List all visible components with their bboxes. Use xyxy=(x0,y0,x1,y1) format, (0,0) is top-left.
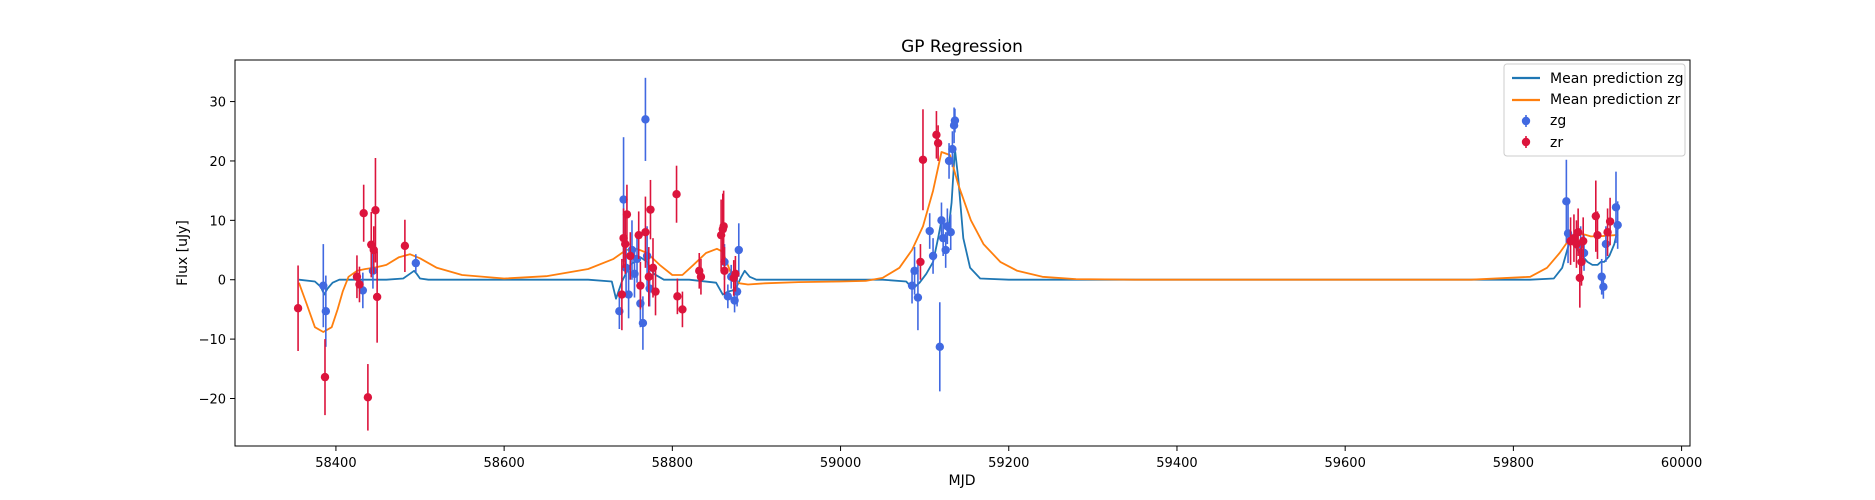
x-tick-label: 59800 xyxy=(1493,456,1534,471)
zg-data-point xyxy=(928,251,938,261)
mean-prediction-zr-line xyxy=(298,151,1619,333)
zg-data-point xyxy=(619,195,628,204)
zr-data-point xyxy=(621,239,630,249)
x-tick-label: 58400 xyxy=(315,456,356,471)
y-tick-label: 10 xyxy=(209,214,226,229)
zr-data-point xyxy=(371,206,380,215)
x-tick-label: 60000 xyxy=(1661,456,1702,471)
y-tick-label: 0 xyxy=(218,274,226,289)
legend-label-zg-points: zg xyxy=(1550,113,1566,129)
y-tick-label: −10 xyxy=(199,333,226,348)
zg-data-point xyxy=(925,226,934,236)
zr-data-point xyxy=(355,280,364,289)
zr-data-point xyxy=(1591,211,1601,221)
zr-data-point xyxy=(696,272,706,281)
mean-prediction-zg-line xyxy=(298,148,1620,300)
zg-data-point xyxy=(411,258,421,268)
zr-data-point xyxy=(719,222,728,231)
zg-data-point xyxy=(734,245,743,255)
zg-data-point xyxy=(1597,272,1606,281)
zr-data-point xyxy=(1593,230,1602,240)
x-tick-label: 59400 xyxy=(1156,456,1197,471)
zg-data-point xyxy=(944,156,954,166)
zr-data-point xyxy=(293,304,303,313)
zg-data-point xyxy=(948,144,957,154)
legend-label-zr-line: Mean prediction zr xyxy=(1550,92,1681,108)
zr-data-point xyxy=(372,292,382,302)
legend: Mean prediction zg Mean prediction zr zg… xyxy=(1503,63,1686,157)
zr-data-point xyxy=(641,228,650,237)
x-tick-label: 58800 xyxy=(652,456,693,471)
zr-data-point xyxy=(400,241,410,251)
y-axis-label: Flux [uJy] xyxy=(175,220,191,286)
zr-data-point xyxy=(363,393,373,402)
zg-data-point xyxy=(723,292,733,301)
x-tick-label: 58600 xyxy=(483,456,524,471)
zr-data-point xyxy=(720,266,729,276)
data-points xyxy=(293,77,1622,431)
zg-data-point xyxy=(1599,282,1608,292)
x-axis-label: MJD xyxy=(949,473,976,489)
zr-data-point xyxy=(651,287,660,296)
zr-data-point xyxy=(916,257,925,267)
zr-data-point xyxy=(320,372,330,382)
zr-data-point xyxy=(1577,257,1586,267)
zg-data-point xyxy=(946,228,955,237)
legend-swatch-zr-points xyxy=(1521,136,1531,148)
zr-data-point xyxy=(1575,273,1585,283)
y-tick-label: 30 xyxy=(209,96,226,111)
zg-data-point xyxy=(624,290,633,299)
y-tick-label: 20 xyxy=(209,155,226,170)
zr-data-point xyxy=(622,210,632,219)
zr-data-point xyxy=(933,138,943,148)
zr-data-point xyxy=(646,205,655,214)
zr-data-point xyxy=(634,230,643,240)
plot-frame xyxy=(234,59,1691,447)
zg-data-point xyxy=(638,318,648,328)
x-tick-label: 59600 xyxy=(1324,456,1365,471)
x-tick-label: 59200 xyxy=(988,456,1029,471)
zg-data-point xyxy=(642,251,652,261)
zg-data-point xyxy=(1601,239,1611,249)
zg-data-point xyxy=(950,116,960,125)
legend-marker xyxy=(1521,116,1531,126)
zr-data-point xyxy=(617,290,627,299)
y-tick-label: −20 xyxy=(199,392,226,407)
legend-label-zg-line: Mean prediction zg xyxy=(1550,71,1684,87)
legend-marker xyxy=(1521,137,1531,147)
zg-data-point xyxy=(368,266,378,276)
axes: 58400 58600 58800 59000 59200 59400 59600 59800… xyxy=(199,59,1702,471)
zr-data-point xyxy=(673,292,682,301)
zg-data-point xyxy=(935,342,944,352)
legend-label-zr-points: zr xyxy=(1550,135,1563,151)
zr-data-point xyxy=(731,269,740,278)
zr-data-point xyxy=(678,305,687,314)
zg-data-point xyxy=(641,115,650,124)
x-tick-label: 59000 xyxy=(820,456,861,471)
zg-data-point xyxy=(937,216,946,225)
zg-data-point xyxy=(321,306,331,316)
zg-data-point xyxy=(1611,203,1621,212)
chart-title: GP Regression xyxy=(901,37,1023,57)
legend-frame xyxy=(1503,63,1686,157)
zr-data-point xyxy=(1605,217,1615,226)
zg-data-point xyxy=(1613,220,1622,230)
zg-data-point xyxy=(913,293,923,302)
zr-data-point xyxy=(932,130,941,140)
zr-data-point xyxy=(1573,228,1583,237)
zr-data-point xyxy=(1578,236,1588,246)
zg-data-point xyxy=(910,266,919,276)
zr-data-point xyxy=(359,209,368,218)
prediction-lines xyxy=(298,148,1620,333)
zr-data-point xyxy=(918,155,928,164)
zr-data-point xyxy=(626,251,635,261)
zg-data-point xyxy=(1562,197,1571,206)
legend-swatch-zg-points xyxy=(1521,115,1531,127)
zr-data-point xyxy=(644,272,653,281)
zr-data-point xyxy=(636,281,645,290)
zg-data-point xyxy=(941,245,950,255)
zr-data-point xyxy=(672,190,681,199)
